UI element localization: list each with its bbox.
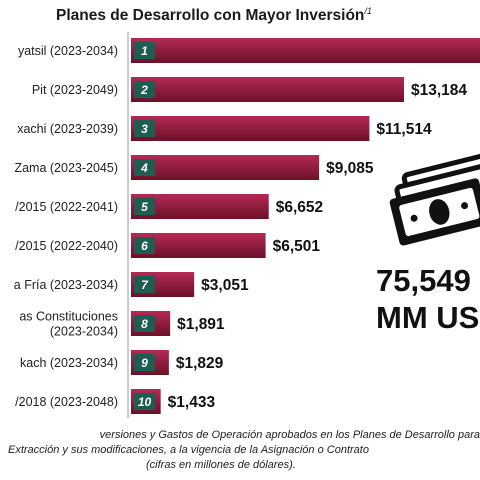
- bar-chart: 1 yatsil (2023-2034) 2 Pit (2023-2049) $13,1…: [14, 32, 480, 418]
- rank-label-2: 2: [140, 83, 148, 97]
- value-label-8: $1,891: [177, 316, 225, 333]
- rank-label-3: 3: [141, 122, 148, 136]
- category-label-6: /2015 (2022-2040): [15, 239, 118, 253]
- rank-label-6: 6: [141, 239, 148, 253]
- rank-box-9: [134, 354, 155, 371]
- category-label-3: xachi (2023-2039): [17, 122, 118, 136]
- rank-label-8: 8: [141, 317, 148, 331]
- rank-box-7: [134, 276, 155, 293]
- rank-label-1: 1: [141, 44, 148, 58]
- footnote-line-1: versiones y Gastos de Operación aprobado…: [99, 429, 480, 441]
- rank-label-4: 4: [140, 161, 148, 175]
- category-label-4: Zama (2023-2045): [14, 161, 118, 175]
- total-unit: MM US$: [376, 300, 480, 335]
- footnote: versiones y Gastos de Operación aprobado…: [0, 428, 480, 473]
- category-label-10: /2018 (2023-2048): [15, 395, 118, 409]
- rank-box-1: [134, 42, 155, 59]
- bar-2: [131, 77, 404, 102]
- value-label-5: $6,652: [276, 199, 323, 216]
- value-label-9: $1,829: [176, 355, 224, 372]
- category-label-2: Pit (2023-2049): [32, 83, 118, 97]
- rank-box-8: [134, 315, 155, 332]
- category-label-5: /2015 (2022-2041): [15, 200, 118, 214]
- value-label-3: $11,514: [376, 121, 432, 138]
- category-label-9: kach (2023-2034): [20, 356, 118, 370]
- rank-box-6: [134, 237, 155, 254]
- rank-box-10: [134, 393, 155, 410]
- money-bills-icon: [389, 151, 480, 246]
- rank-label-7: 7: [141, 278, 149, 292]
- footnote-line-2: Extracción y sus modificaciones, a la vi…: [8, 444, 369, 456]
- rank-box-3: [134, 120, 155, 137]
- bar-1: [131, 38, 480, 63]
- title-note: /1: [364, 6, 372, 16]
- value-label-4: $9,085: [326, 160, 374, 177]
- category-label-7: a Fría (2023-2034): [14, 278, 118, 292]
- bar-4: [131, 155, 320, 180]
- rank-label-9: 9: [141, 356, 148, 370]
- rank-label-10: 10: [138, 395, 152, 409]
- chart-title: Planes de Desarrollo con Mayor Inversión…: [56, 6, 372, 25]
- value-label-2: $13,184: [411, 82, 467, 99]
- value-label-10: $1,433: [168, 394, 216, 411]
- category-label-1: yatsil (2023-2034): [18, 44, 118, 58]
- rank-box-2: [134, 81, 155, 98]
- bar-3: [131, 116, 370, 141]
- rank-box-5: [134, 198, 155, 215]
- value-label-6: $6,501: [273, 238, 321, 255]
- total-investment: 75,549 MM US$: [376, 262, 480, 336]
- total-amount: 75,549: [376, 263, 471, 298]
- rank-box-4: [134, 159, 155, 176]
- category-label-8: as Constituciones (2023-2034): [19, 310, 118, 339]
- rank-label-5: 5: [141, 200, 148, 214]
- footnote-line-3: (cifras en millones de dólares).: [146, 459, 296, 471]
- value-label-7: $3,051: [201, 277, 249, 294]
